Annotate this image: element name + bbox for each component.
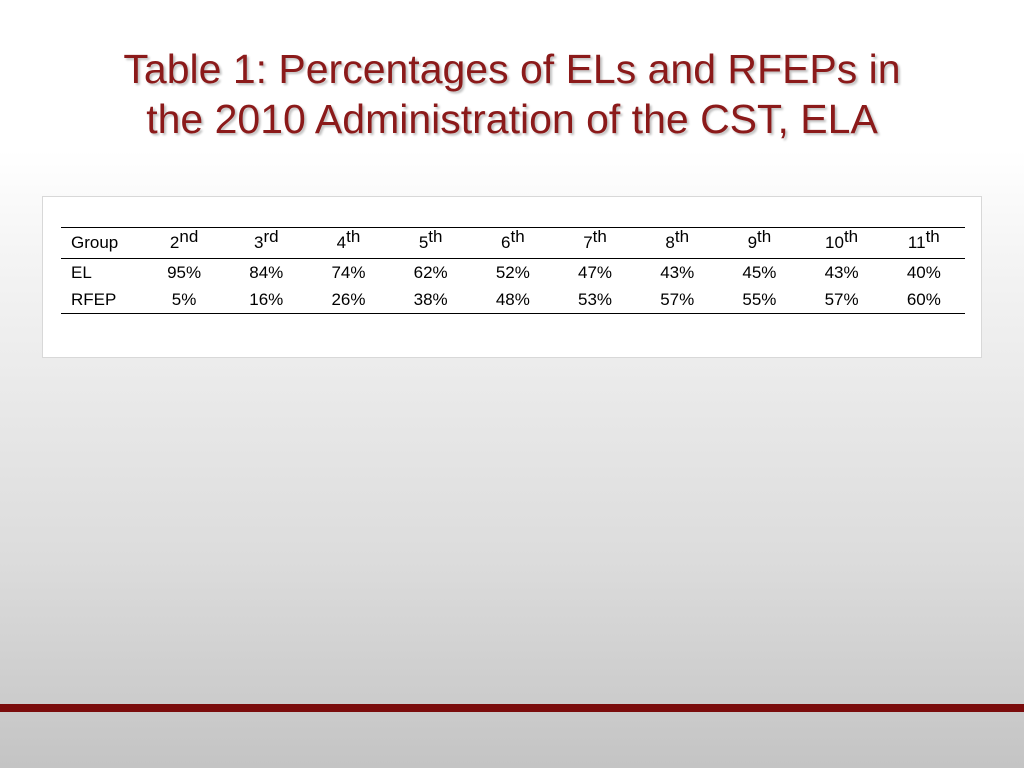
table-cell: 95% [167,262,202,282]
table-header-row: Group 2nd 3rd 4th 5th 6th 7th 8th 9th 10… [61,227,965,259]
grade-header: 7th [583,227,607,252]
grade-header: 5th [418,227,443,252]
table-cell: 52% [495,262,530,282]
table-cell: 47% [578,262,613,282]
table-cell: 53% [578,289,613,309]
table-cell: 45% [742,262,777,282]
table-cell: 60% [906,289,941,309]
grade-header: 11th [907,227,940,252]
table-cell: 84% [249,262,284,282]
grade-header: 2nd [169,227,199,252]
grade-header: 9th [747,227,772,252]
table-cell: 43% [824,262,859,282]
table-cell: 62% [413,262,448,282]
grade-percentage-table: Group 2nd 3rd 4th 5th 6th 7th 8th 9th 10… [61,227,965,314]
table-cell: 40% [906,262,941,282]
table-cell: 26% [331,289,366,309]
table-cell: 57% [660,289,695,309]
table-cell: 74% [331,262,366,282]
group-column-header: Group [71,233,119,252]
table-cell: 38% [413,289,448,309]
table-cell: 55% [742,289,777,309]
row-group-label: EL [71,262,92,282]
slide-title: Table 1: Percentages of ELs and RFEPs in… [40,44,984,144]
grade-header: 8th [665,227,690,252]
grade-header: 3rd [253,227,279,252]
table-row-rfep: RFEP 5% 16% 26% 38% 48% 53% 57% 55% 57% … [61,286,965,314]
table-cell: 16% [249,289,284,309]
grade-header: 10th [825,227,859,252]
slide-title-line-1: Table 1: Percentages of ELs and RFEPs in [123,46,901,92]
slide-title-line-2: the 2010 Administration of the CST, ELA [146,96,878,142]
table-cell: 43% [660,262,695,282]
table-cell: 48% [495,289,530,309]
table-cell: 5% [171,289,197,309]
bottom-accent-bar [0,704,1024,712]
row-group-label: RFEP [71,289,117,309]
table-row-el: EL 95% 84% 74% 62% 52% 47% 43% 45% 43% 4… [61,259,965,287]
grade-header: 4th [336,227,361,252]
table-cell: 57% [824,289,859,309]
table-panel: Group 2nd 3rd 4th 5th 6th 7th 8th 9th 10… [42,196,982,358]
grade-header: 6th [501,227,525,252]
